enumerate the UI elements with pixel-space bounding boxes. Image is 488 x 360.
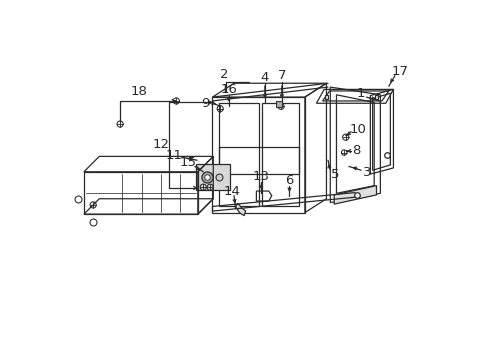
Text: 15: 15 [179, 156, 196, 169]
Text: 4: 4 [260, 71, 268, 84]
Polygon shape [333, 186, 376, 204]
Text: 1: 1 [356, 87, 365, 100]
Text: 8: 8 [351, 144, 360, 157]
Text: 10: 10 [349, 123, 366, 136]
Text: 7: 7 [277, 69, 285, 82]
Text: 14: 14 [223, 185, 240, 198]
Text: 16: 16 [220, 83, 237, 96]
Text: 17: 17 [390, 65, 407, 78]
Text: 13: 13 [252, 170, 269, 183]
Text: 18: 18 [131, 85, 147, 98]
Text: 2: 2 [219, 68, 228, 81]
Text: 9: 9 [201, 97, 209, 110]
Bar [374, 95, 378, 99]
Text: 11: 11 [165, 149, 182, 162]
Text: 12: 12 [152, 138, 169, 151]
Text: 3: 3 [362, 166, 371, 179]
Polygon shape [235, 203, 245, 216]
Text: 5: 5 [330, 168, 339, 181]
FancyBboxPatch shape [196, 164, 230, 190]
Text: 6: 6 [285, 174, 293, 187]
Bar [324, 95, 328, 99]
